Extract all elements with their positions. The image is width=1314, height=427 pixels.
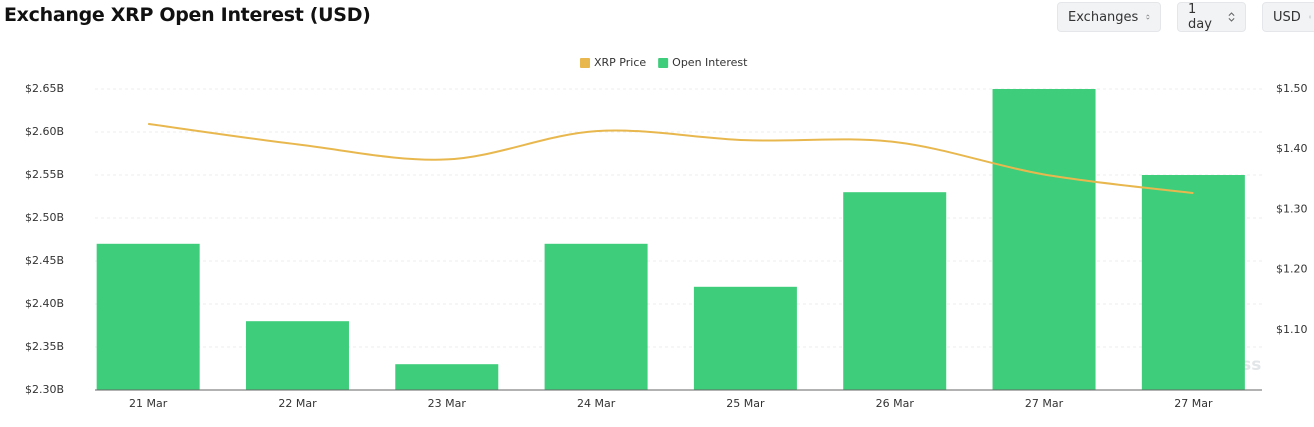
page-title: Exchange XRP Open Interest (USD) [4,4,371,26]
y2-tick-label: $1.10 [1276,323,1308,336]
legend-label: XRP Price [594,56,646,69]
y2-tick-label: $1.50 [1276,82,1308,95]
legend-swatch [580,58,590,68]
x-tick-label: 25 Mar [726,397,765,410]
select-label: USD [1273,9,1301,25]
select-label: Exchanges [1068,9,1139,25]
y-tick-label: $2.50B [25,211,64,224]
y2-tick-label: $1.40 [1276,142,1308,155]
select-icon [1308,15,1311,19]
bar [843,192,947,390]
bar [693,286,797,390]
y-tick-label: $2.35B [25,340,64,353]
legend-label: Open Interest [672,56,748,69]
y-tick-label: $2.45B [25,254,64,267]
y-tick-label: $2.65B [25,82,64,95]
x-tick-label: 24 Mar [577,397,616,410]
bar [395,364,499,390]
x-tick-label: 27 Mar [1174,397,1213,410]
bar [992,89,1096,390]
y2-tick-label: $1.30 [1276,202,1308,215]
bar [96,243,200,390]
bar [245,321,349,390]
interval-select[interactable]: 1 day [1177,2,1246,32]
bar [544,243,648,390]
y-tick-label: $2.60B [25,125,64,138]
select-icon [1146,14,1150,20]
x-tick-label: 22 Mar [278,397,317,410]
price-line [148,122,1194,195]
y-tick-label: $2.40B [25,297,64,310]
x-tick-label: 23 Mar [428,397,467,410]
y-tick-label: $2.55B [25,168,64,181]
x-tick-label: 26 Mar [876,397,915,410]
y2-tick-label: $1.20 [1276,263,1308,276]
exchanges-select[interactable]: Exchanges [1057,2,1161,32]
legend-swatch [658,58,669,68]
select-label: 1 day [1188,2,1212,32]
select-icon [1228,12,1235,22]
x-tick-label: 27 Mar [1025,397,1064,410]
bar [1141,175,1245,390]
currency-select[interactable]: USD [1262,2,1314,32]
x-tick-label: 21 Mar [129,397,168,410]
y-tick-label: $2.30B [25,383,64,396]
